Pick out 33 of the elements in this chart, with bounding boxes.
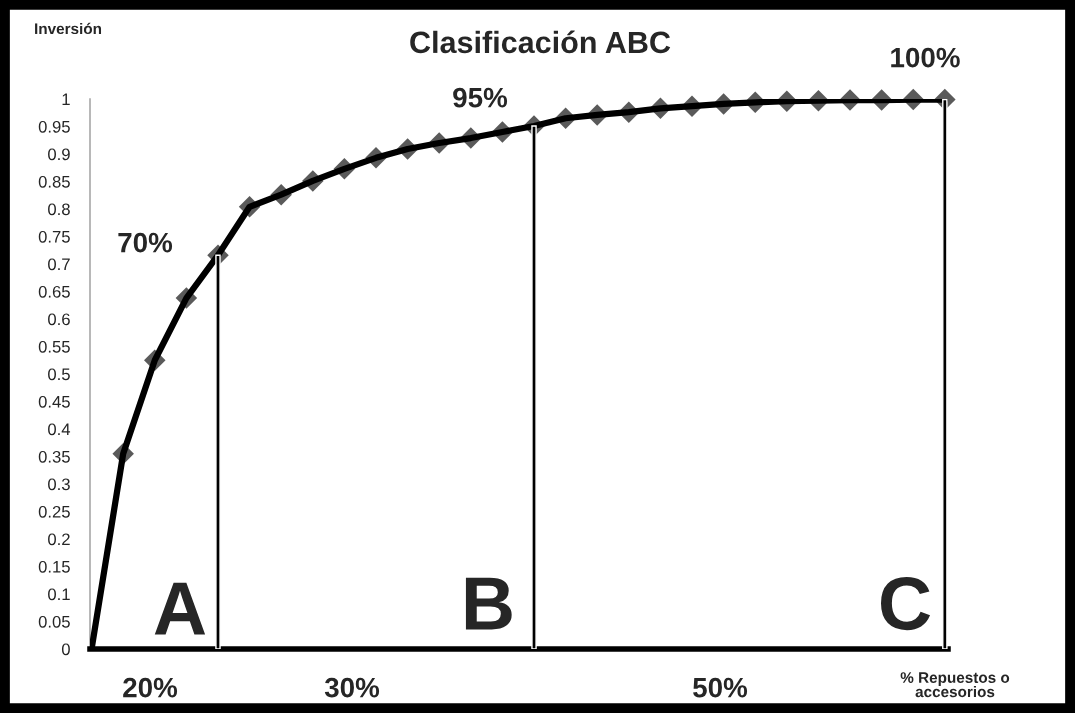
- text: 100%: [891, 47, 960, 68]
- y-tick-label: 0.7: [48, 258, 70, 271]
- y-tick-label: 0.65: [38, 285, 70, 298]
- annotation: B: [465, 577, 512, 630]
- y-tick-label: 0.3: [48, 478, 70, 491]
- annotation: 70%: [118, 232, 173, 253]
- y-tick-label: 0.05: [38, 615, 70, 628]
- y-tick-label: 0.85: [38, 175, 70, 188]
- y-tick-label: 0.4: [48, 423, 71, 436]
- annotation: 95%: [453, 87, 508, 108]
- y-tick-label: 0.8: [48, 203, 70, 216]
- y-tick-label: 0.5: [48, 368, 70, 381]
- annotation: C: [881, 577, 931, 631]
- x-axis-title: % Repuestos o accesorios: [900, 672, 1010, 698]
- y-tick-label: 0.6: [48, 313, 70, 326]
- annotation: A: [154, 582, 206, 635]
- y-tick-label: 0.25: [38, 505, 70, 518]
- y-tick-label: 0.45: [38, 395, 70, 408]
- y-tick-label: 0.55: [38, 340, 70, 353]
- y-tick-label: 0.2: [48, 533, 70, 546]
- y-tick-label: 0.35: [38, 450, 70, 463]
- text: 30%: [324, 677, 380, 698]
- y-tick-label: 0: [61, 643, 70, 656]
- y-axis-title: Inversión: [35, 22, 102, 35]
- y-tick-label: 0.9: [48, 148, 70, 161]
- text: 50%: [693, 677, 748, 698]
- text: 20%: [123, 677, 178, 698]
- chart-title: Clasificación ABC: [410, 30, 671, 54]
- y-tick-label: 0.95: [38, 120, 70, 133]
- y-tick-label: 1: [62, 93, 70, 106]
- y-tick-label: 0.15: [38, 560, 70, 573]
- y-tick-label: 0.75: [38, 230, 70, 243]
- y-tick-label: 0.1: [48, 588, 70, 601]
